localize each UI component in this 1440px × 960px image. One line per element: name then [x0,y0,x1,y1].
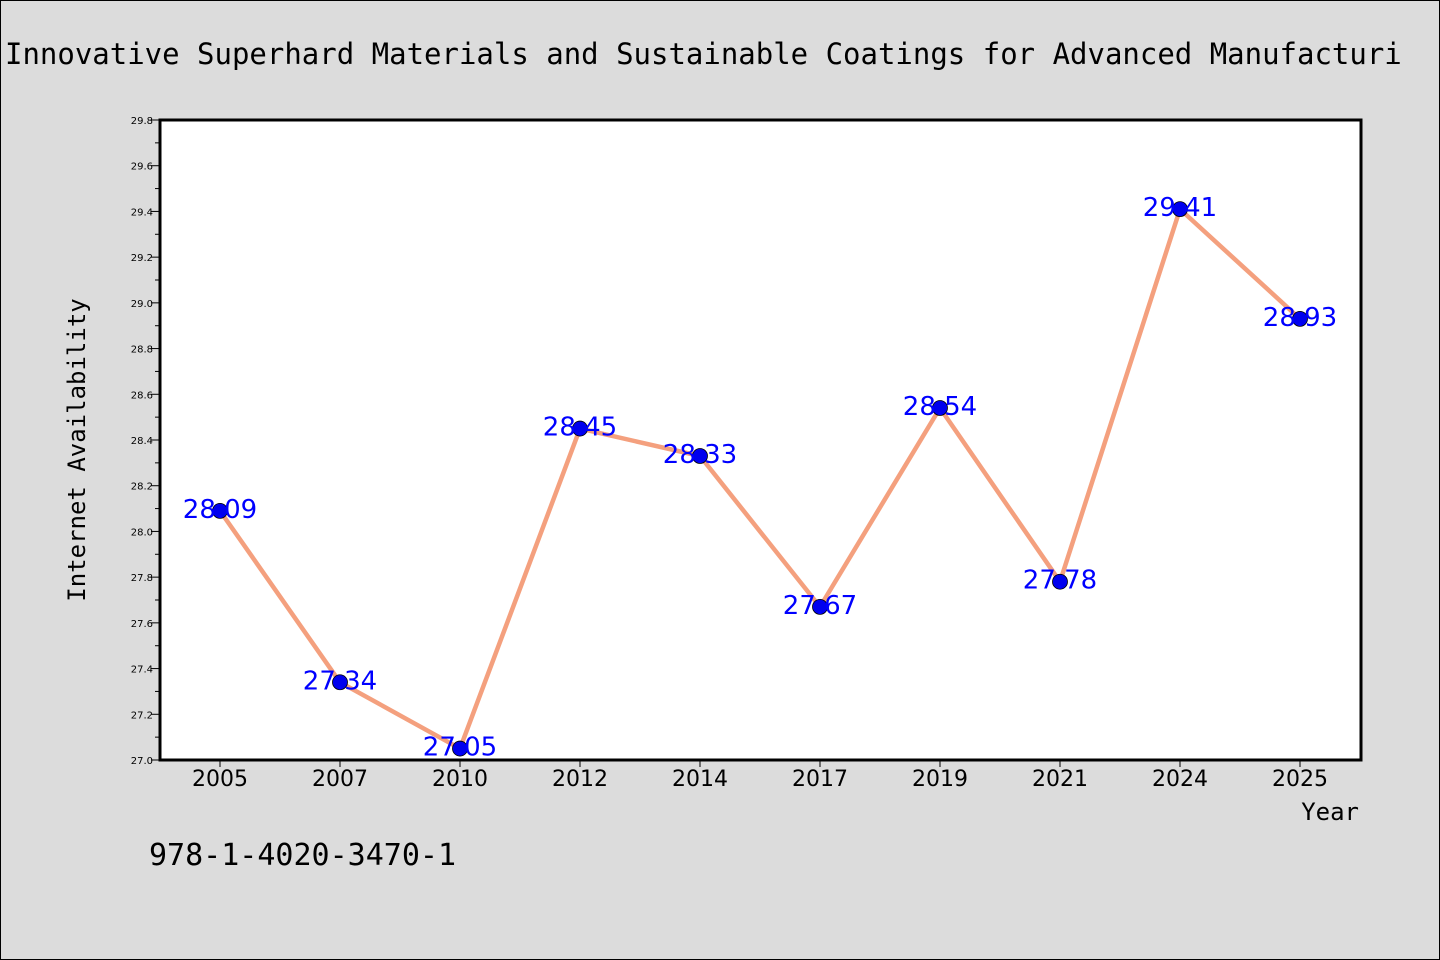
y-tick-label: 27.6 [131,619,153,630]
y-tick-label: 29.6 [131,162,153,173]
x-axis-label: Year [1301,798,1359,826]
x-tick-label: 2005 [192,767,248,792]
x-tick-label: 2019 [912,767,968,792]
x-tick-label: 2012 [552,767,608,792]
y-tick-label: 27.2 [131,710,153,721]
x-tick-label: 2025 [1272,767,1328,792]
data-label: 28.33 [663,440,737,470]
y-tick-label: 28.6 [131,390,153,401]
data-label: 27.34 [303,666,377,696]
data-label: 27.05 [423,733,497,763]
data-point [812,598,828,615]
x-tick-label: 2017 [792,767,848,792]
data-label: 28.93 [1263,303,1337,333]
series [212,201,1308,757]
data-point [212,502,228,519]
data-point [452,740,468,757]
data-label: 27.67 [783,591,857,621]
y-tick-label: 28.4 [131,436,153,447]
y-tick-label: 27.8 [131,573,153,584]
y-axis: 27.0 27.2 27.4 27.6 27.8 28.0 28.2 28.4 28.6 28.8… [131,116,160,767]
y-tick-label: 27.0 [131,756,153,767]
data-point [1172,201,1188,218]
isbn-text: 978-1-4020-3470-1 [149,838,456,873]
data-point [332,674,348,691]
x-tick-label: 2014 [672,767,728,792]
y-tick-label: 27.4 [131,665,153,676]
y-axis-label: Internet Availability [63,298,91,601]
data-label: 27.78 [1023,566,1097,596]
data-point [572,420,588,437]
data-label: 28.09 [183,495,257,525]
data-label: 29.41 [1143,193,1217,223]
y-tick-label: 28.2 [131,482,153,493]
data-point [692,448,708,464]
chart-title: Innovative Superhard Materials and Susta… [5,37,1402,71]
y-tick-label: 29.2 [131,253,153,264]
x-axis: 2005 2007 2010 2012 2014 2017 2019 2021 2024 2025 [192,760,1328,792]
data-labels: 28.09 27.34 27.05 28.45 28.33 27.67 28.54 27.78… [183,193,1337,762]
data-label: 28.54 [903,392,977,422]
data-point [1052,573,1068,590]
series-line [218,206,1302,751]
plot-area [158,118,1363,762]
x-tick-label: 2010 [432,767,488,792]
data-label: 28.45 [543,413,617,443]
y-tick-label: 29.4 [131,207,153,218]
y-tick-label: 29.8 [131,116,153,127]
x-tick-label: 2021 [1032,767,1088,792]
x-tick-label: 2024 [1152,767,1208,792]
x-tick-label: 2007 [312,767,368,792]
y-tick-label: 28.0 [131,527,153,538]
y-tick-label: 28.8 [131,345,153,356]
data-point [1292,310,1308,327]
y-tick-label: 29.0 [131,299,153,310]
data-point [932,400,948,416]
